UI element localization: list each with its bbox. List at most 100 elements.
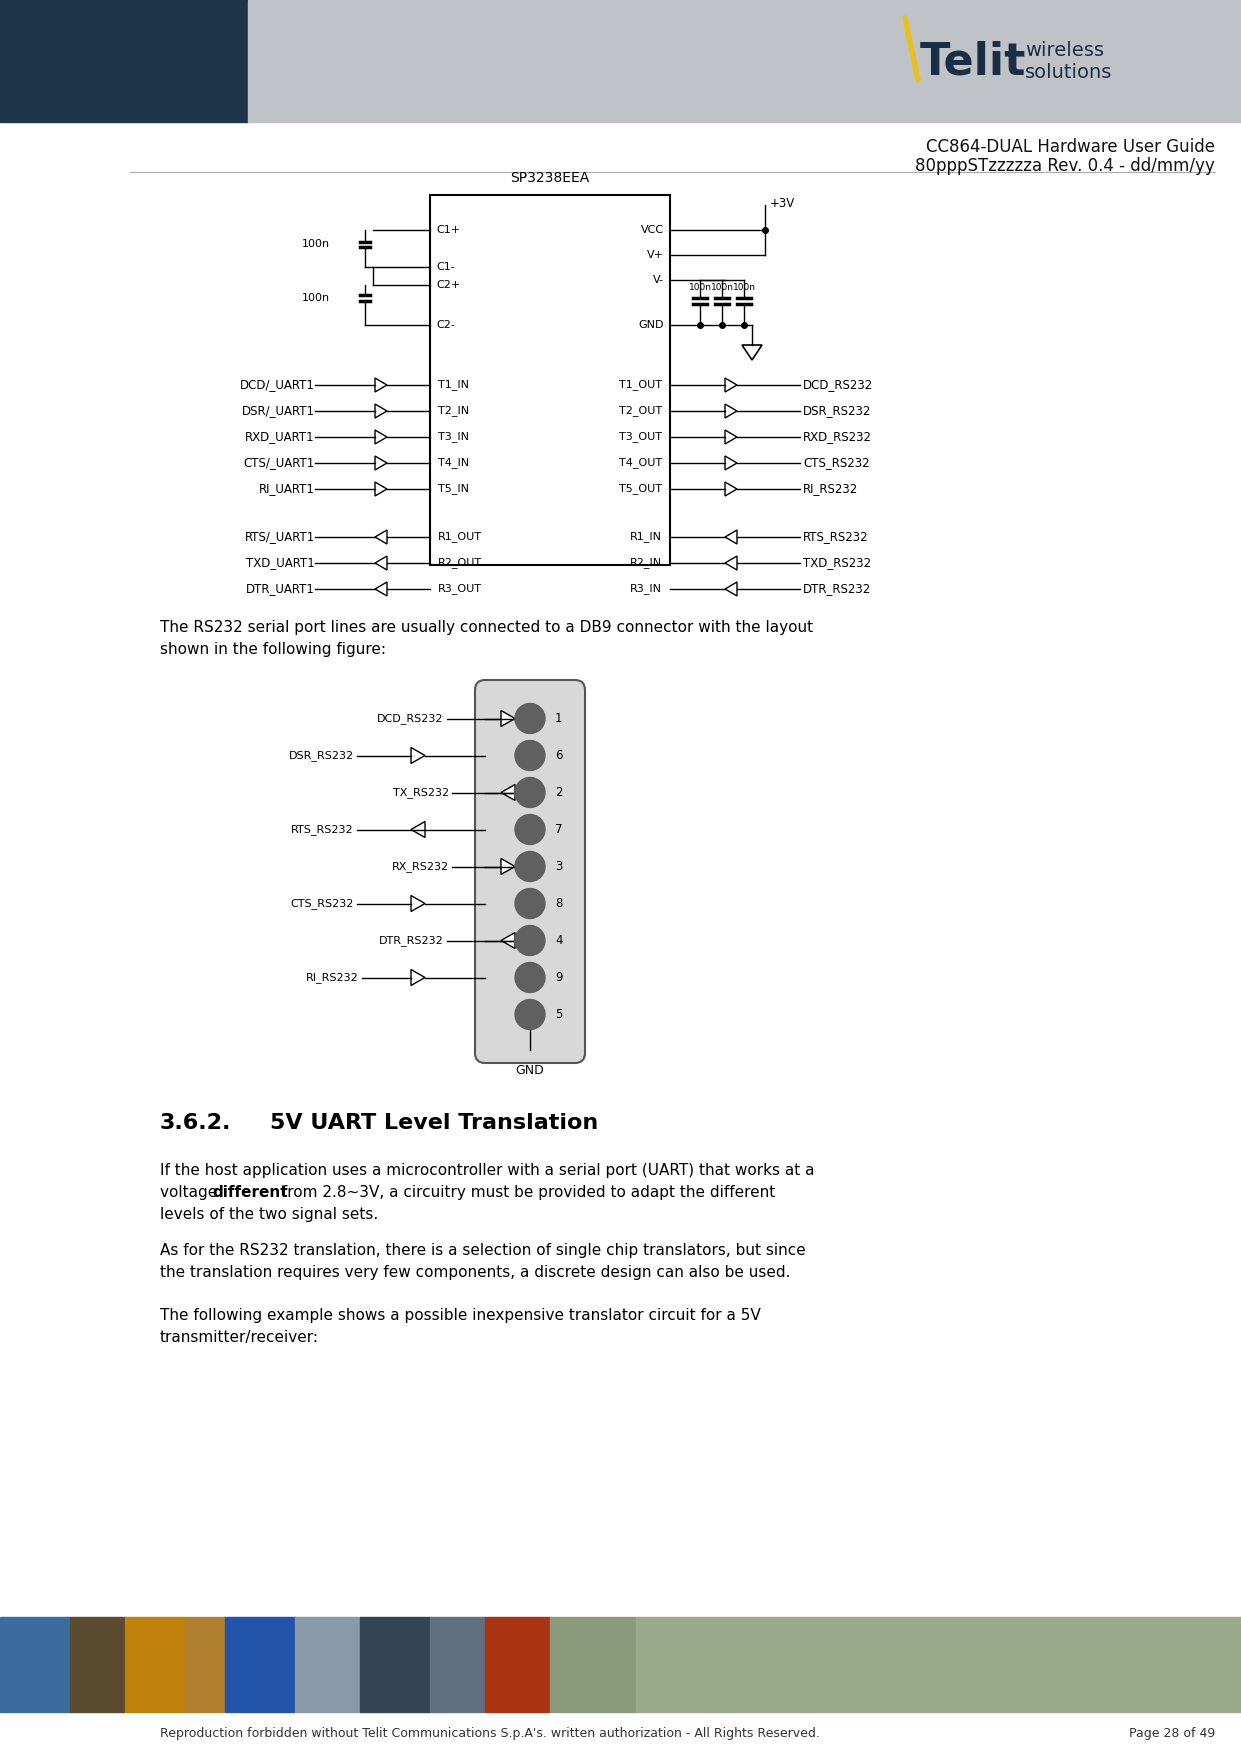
Polygon shape: [501, 858, 515, 874]
Polygon shape: [501, 784, 515, 800]
Text: levels of the two signal sets.: levels of the two signal sets.: [160, 1207, 379, 1221]
Bar: [295, 1616, 360, 1711]
Text: RI_UART1: RI_UART1: [259, 483, 315, 495]
Text: T1_OUT: T1_OUT: [619, 379, 661, 390]
Text: Reproduction forbidden without Telit Communications S.p.A's. written authorizati: Reproduction forbidden without Telit Com…: [160, 1727, 820, 1741]
Circle shape: [515, 962, 545, 993]
Text: 3.6.2.: 3.6.2.: [160, 1113, 231, 1134]
Bar: [185, 1616, 225, 1711]
Bar: [0, 0, 248, 123]
Text: C2-: C2-: [436, 319, 455, 330]
Polygon shape: [375, 456, 387, 470]
Text: TX_RS232: TX_RS232: [393, 786, 449, 799]
Circle shape: [515, 777, 545, 807]
Text: wireless: wireless: [1025, 40, 1104, 60]
Text: RTS_RS232: RTS_RS232: [290, 825, 354, 835]
Text: RTS_RS232: RTS_RS232: [803, 530, 869, 544]
Text: RX_RS232: RX_RS232: [392, 862, 449, 872]
Text: R2_OUT: R2_OUT: [438, 558, 482, 569]
Text: DCD_RS232: DCD_RS232: [803, 379, 874, 391]
Polygon shape: [725, 483, 737, 497]
Bar: [635, 1616, 1241, 1711]
Text: 6: 6: [555, 749, 562, 762]
Text: T2_OUT: T2_OUT: [619, 405, 661, 416]
Text: RI_RS232: RI_RS232: [803, 483, 859, 495]
Text: 100n: 100n: [711, 283, 733, 291]
Text: V-: V-: [653, 276, 664, 284]
Text: from 2.8~3V, a circuitry must be provided to adapt the different: from 2.8~3V, a circuitry must be provide…: [277, 1185, 776, 1200]
Text: SP3238EEA: SP3238EEA: [510, 170, 589, 184]
Circle shape: [515, 741, 545, 770]
Text: 5V UART Level Translation: 5V UART Level Translation: [271, 1113, 598, 1134]
Circle shape: [515, 888, 545, 918]
Text: CC864-DUAL Hardware User Guide: CC864-DUAL Hardware User Guide: [926, 139, 1215, 156]
Bar: [69, 1616, 125, 1711]
Bar: [550, 1616, 635, 1711]
Polygon shape: [411, 821, 424, 837]
Text: DTR_UART1: DTR_UART1: [246, 583, 315, 595]
Polygon shape: [725, 556, 737, 570]
Polygon shape: [375, 483, 387, 497]
Text: R1_OUT: R1_OUT: [438, 532, 482, 542]
Polygon shape: [375, 430, 387, 444]
Text: As for the RS232 translation, there is a selection of single chip translators, b: As for the RS232 translation, there is a…: [160, 1243, 805, 1279]
Text: DCD_RS232: DCD_RS232: [377, 713, 443, 725]
Polygon shape: [411, 969, 424, 986]
Text: CTS_RS232: CTS_RS232: [290, 899, 354, 909]
Polygon shape: [725, 530, 737, 544]
Text: R3_OUT: R3_OUT: [438, 584, 482, 595]
Text: 7: 7: [555, 823, 562, 835]
Circle shape: [515, 814, 545, 844]
Text: DSR_RS232: DSR_RS232: [803, 404, 871, 418]
Circle shape: [515, 851, 545, 881]
Polygon shape: [375, 530, 387, 544]
FancyBboxPatch shape: [475, 679, 585, 1064]
Text: T3_IN: T3_IN: [438, 432, 469, 442]
Bar: [225, 1616, 295, 1711]
Text: DTR_RS232: DTR_RS232: [803, 583, 871, 595]
Polygon shape: [725, 377, 737, 391]
Text: 5: 5: [555, 1007, 562, 1021]
Circle shape: [515, 925, 545, 955]
Text: T4_IN: T4_IN: [438, 458, 469, 469]
Text: R3_IN: R3_IN: [630, 584, 661, 595]
Text: T2_IN: T2_IN: [438, 405, 469, 416]
Text: 4: 4: [555, 934, 562, 948]
Text: CTS_RS232: CTS_RS232: [803, 456, 870, 470]
Text: T1_IN: T1_IN: [438, 379, 469, 390]
Text: DSR_RS232: DSR_RS232: [288, 749, 354, 762]
Text: T5_OUT: T5_OUT: [619, 484, 661, 495]
Text: T5_IN: T5_IN: [438, 484, 469, 495]
Text: V+: V+: [647, 249, 664, 260]
Bar: [248, 0, 1241, 123]
Text: GND: GND: [515, 1065, 545, 1078]
Text: different: different: [212, 1185, 288, 1200]
Circle shape: [515, 1000, 545, 1030]
Polygon shape: [375, 404, 387, 418]
Text: The following example shows a possible inexpensive translator circuit for a 5V
t: The following example shows a possible i…: [160, 1307, 761, 1344]
Text: DCD/_UART1: DCD/_UART1: [240, 379, 315, 391]
Text: Page 28 of 49: Page 28 of 49: [1129, 1727, 1215, 1741]
Polygon shape: [375, 583, 387, 597]
Text: RXD_UART1: RXD_UART1: [246, 430, 315, 444]
Polygon shape: [411, 895, 424, 911]
Polygon shape: [742, 346, 762, 360]
Polygon shape: [725, 430, 737, 444]
Text: 3: 3: [555, 860, 562, 872]
Text: 100n: 100n: [302, 239, 330, 249]
Text: 8: 8: [555, 897, 562, 911]
Text: 100n: 100n: [689, 283, 711, 291]
Text: R2_IN: R2_IN: [630, 558, 661, 569]
Bar: [429, 195, 670, 565]
Text: 1: 1: [555, 713, 562, 725]
Polygon shape: [411, 748, 424, 763]
Text: RXD_RS232: RXD_RS232: [803, 430, 872, 444]
Text: DTR_RS232: DTR_RS232: [379, 935, 443, 946]
Text: GND: GND: [639, 319, 664, 330]
Text: If the host application uses a microcontroller with a serial port (UART) that wo: If the host application uses a microcont…: [160, 1164, 814, 1178]
Text: DSR/_UART1: DSR/_UART1: [242, 404, 315, 418]
Text: TXD_RS232: TXD_RS232: [803, 556, 871, 570]
Polygon shape: [501, 711, 515, 727]
Text: 2: 2: [555, 786, 562, 799]
Text: T4_OUT: T4_OUT: [619, 458, 661, 469]
